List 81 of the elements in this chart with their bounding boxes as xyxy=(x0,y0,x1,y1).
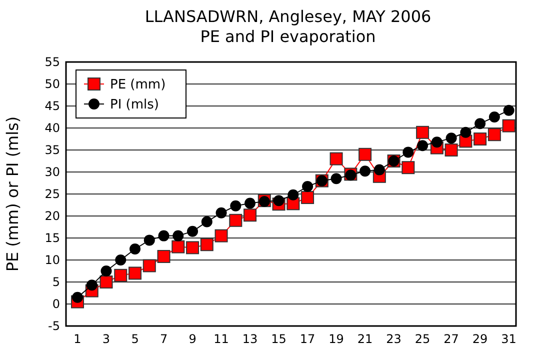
point xyxy=(86,280,98,291)
point xyxy=(358,148,372,161)
point xyxy=(360,166,371,177)
point xyxy=(187,226,198,237)
point xyxy=(100,276,113,288)
x-tick-label: 7 xyxy=(160,332,168,346)
point xyxy=(503,104,514,116)
x-tick-label: 15 xyxy=(271,332,286,346)
point xyxy=(301,191,314,204)
point xyxy=(302,181,314,192)
point xyxy=(200,238,214,252)
y-tick-label: 35 xyxy=(44,143,60,158)
point xyxy=(416,126,430,139)
legend-label: PE (mm) xyxy=(110,78,166,93)
x-tick-label: 31 xyxy=(501,332,516,346)
y-tick-label: 40 xyxy=(44,121,60,136)
point xyxy=(444,144,458,156)
point xyxy=(474,118,486,130)
point xyxy=(114,268,128,282)
point xyxy=(330,152,343,166)
point xyxy=(130,244,141,254)
x-tick-label: 21 xyxy=(357,332,373,346)
point xyxy=(158,230,170,242)
point xyxy=(288,189,299,200)
y-tick-label: 25 xyxy=(44,187,60,202)
x-tick-label: 13 xyxy=(242,332,258,346)
x-tick-label: 29 xyxy=(472,332,488,346)
point xyxy=(142,259,156,272)
point xyxy=(100,266,112,276)
x-tick-label: 27 xyxy=(444,332,459,346)
y-tick-label: 30 xyxy=(44,165,60,180)
point xyxy=(488,128,501,142)
chart-subtitle: PE and PI evaporation xyxy=(200,27,376,46)
legend-label: PI (mls) xyxy=(110,98,159,113)
y-axis-title: PE (mm) or PI (mls) xyxy=(3,116,22,272)
x-tick-label: 25 xyxy=(414,332,430,346)
x-tick-label: 5 xyxy=(131,332,139,346)
x-tick-label: 19 xyxy=(328,332,344,346)
point xyxy=(144,234,155,246)
y-tick-label: 15 xyxy=(44,231,60,246)
point xyxy=(157,250,170,263)
point xyxy=(244,208,257,222)
point xyxy=(460,126,472,138)
y-tick-label: 55 xyxy=(44,55,60,70)
x-tick-label: 9 xyxy=(188,332,196,346)
x-tick-label: 17 xyxy=(300,332,316,346)
point xyxy=(402,146,414,158)
y-tick-label: 45 xyxy=(44,99,60,114)
point xyxy=(214,229,228,242)
point xyxy=(417,140,428,152)
point xyxy=(72,292,83,303)
x-tick-label: 3 xyxy=(102,332,110,346)
point xyxy=(273,195,284,206)
point xyxy=(128,266,142,280)
y-tick-label: 20 xyxy=(44,209,60,224)
y-tick-label: 0 xyxy=(52,297,60,312)
point xyxy=(172,230,184,242)
x-tick-label: 1 xyxy=(74,332,82,346)
point xyxy=(488,112,500,122)
point xyxy=(115,254,126,266)
y-tick-label: 5 xyxy=(52,275,60,290)
point xyxy=(374,164,385,176)
point xyxy=(230,200,242,212)
point xyxy=(244,198,256,209)
point xyxy=(172,240,185,254)
point xyxy=(201,216,212,228)
point xyxy=(446,132,457,144)
point xyxy=(402,161,415,174)
point xyxy=(431,136,442,148)
point xyxy=(229,214,242,227)
point xyxy=(474,132,487,146)
point xyxy=(216,207,227,218)
x-tick-label: 11 xyxy=(214,332,229,346)
point xyxy=(186,241,200,254)
chart-title: LLANSADWRN, Anglesey, MAY 2006 xyxy=(144,7,432,26)
y-tick-label: -5 xyxy=(48,319,60,334)
point xyxy=(330,173,342,184)
point xyxy=(502,119,516,132)
y-tick-label: 50 xyxy=(44,77,60,92)
x-tick-label: 23 xyxy=(386,332,402,346)
y-tick-label: 10 xyxy=(44,253,60,268)
